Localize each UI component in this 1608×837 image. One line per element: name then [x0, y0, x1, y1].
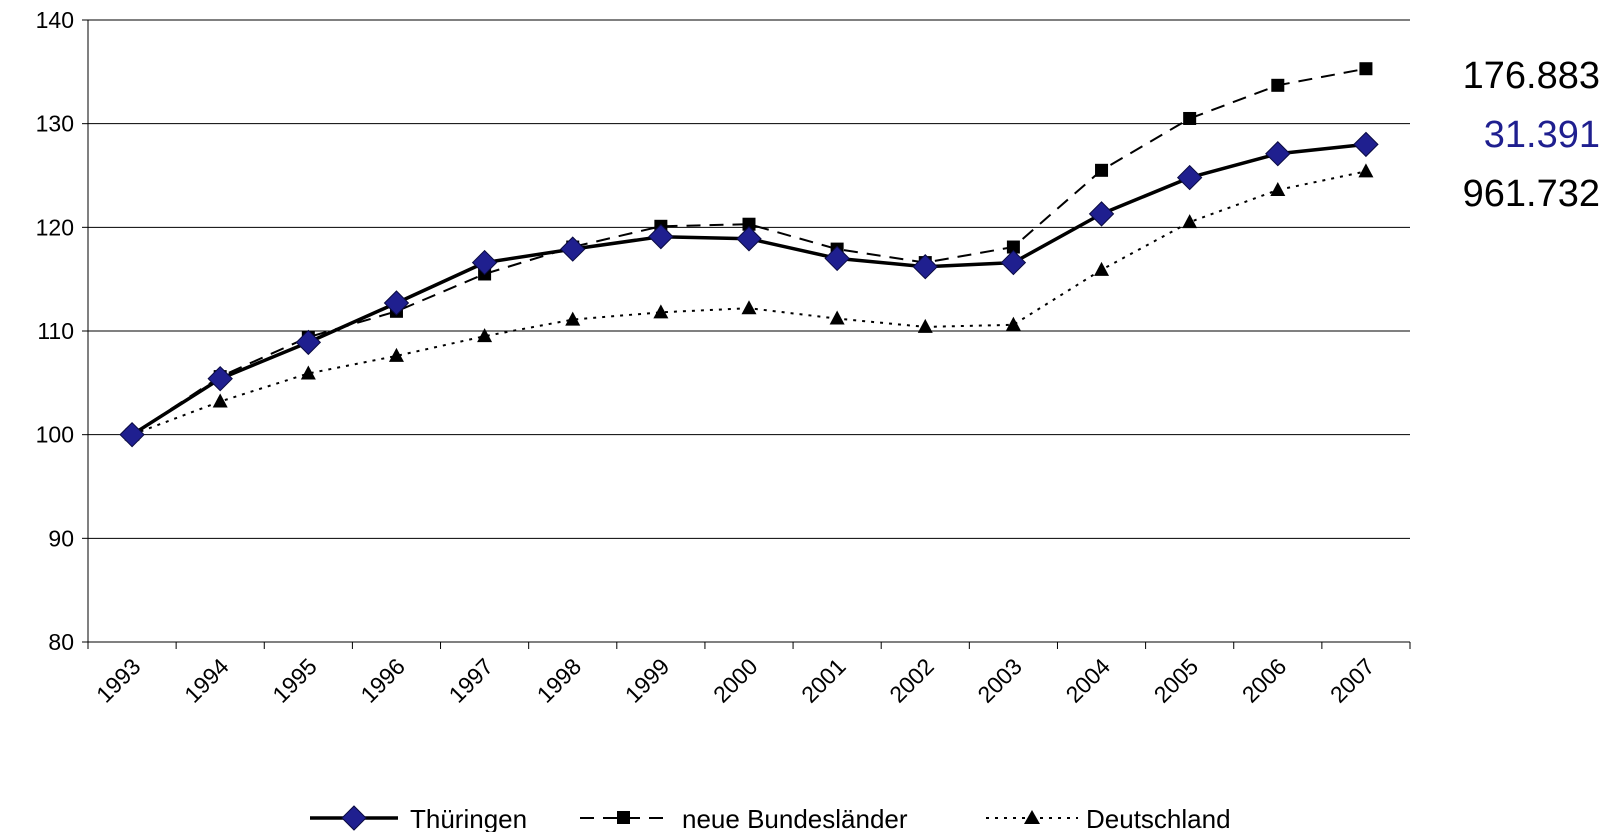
point-thuringen-1993	[119, 421, 145, 448]
point-deutschland-2005	[1182, 214, 1198, 229]
point-deutschland-1998	[565, 311, 581, 326]
point-deutschland-1995	[300, 365, 316, 380]
x-tick-label-1998: 1998	[532, 653, 587, 708]
y-tick-label-120: 120	[36, 214, 74, 240]
x-tick-label-2003: 2003	[972, 653, 1027, 708]
series-line-thuringen	[131, 142, 1367, 437]
point-neue-bundeslander-2006	[1271, 78, 1285, 92]
point-neue-bundeslander-2007	[1359, 62, 1373, 76]
point-deutschland-1997	[477, 328, 493, 343]
series-line-deutschland	[131, 170, 1367, 436]
y-tick-label-110: 110	[37, 318, 74, 344]
x-tick-label-2000: 2000	[708, 653, 763, 708]
legend-item-neue-bundeslaender: neue Bundesländer	[580, 804, 908, 834]
grid	[88, 19, 1410, 539]
point-thuringen-2000	[736, 226, 762, 252]
x-tick-label-1994: 1994	[179, 653, 234, 708]
y-tick-label-130: 130	[36, 111, 74, 137]
y-tick-label-140: 140	[36, 7, 74, 33]
x-tick-label-2001: 2001	[796, 653, 851, 708]
x-tick-label-1996: 1996	[355, 653, 410, 708]
point-deutschland-2000	[741, 300, 757, 315]
point-thuringen-1998	[560, 236, 586, 262]
end-label-thueringen: 31.391	[1484, 114, 1600, 156]
y-tick-label-90: 90	[48, 525, 74, 551]
x-tick-label-1999: 1999	[620, 653, 675, 708]
legend-label-neue-bundeslaender: neue Bundesländer	[682, 804, 908, 832]
point-thuringen-2004	[1088, 201, 1115, 227]
point-thuringen-2003	[1000, 249, 1027, 276]
legend-label-thueringen: Thüringen	[410, 804, 527, 832]
point-deutschland-1996	[388, 347, 404, 362]
point-deutschland-2001	[829, 310, 845, 325]
legend: Thüringen neue Bundesländer Deutschland	[310, 804, 1231, 834]
axes: 80 90 100 110 120 130 140 1993 1994 1995 1996 1997 1…	[36, 7, 1411, 708]
point-deutschland-1999	[653, 304, 669, 319]
point-neue-bundeslander-2005	[1183, 111, 1197, 125]
point-thuringen-1996	[383, 290, 410, 316]
point-neue-bundeslander-2003	[1006, 240, 1020, 254]
point-thuringen-2001	[824, 245, 850, 272]
end-label-deutschland: 961.732	[1463, 173, 1600, 215]
x-tick-label-2006: 2006	[1237, 653, 1292, 708]
square-marker-icon	[617, 811, 630, 824]
end-labels: 176.883 31.391 961.732	[1463, 55, 1600, 215]
point-thuringen-2006	[1265, 141, 1291, 167]
point-thuringen-1999	[648, 223, 674, 250]
point-thuringen-2007	[1353, 131, 1379, 158]
x-tick-label-1997: 1997	[444, 653, 499, 708]
x-tick-label-1993: 1993	[91, 653, 146, 708]
point-thuringen-2002	[912, 254, 938, 280]
x-tick-label-1995: 1995	[267, 653, 322, 708]
y-tick-label-80: 80	[48, 629, 74, 655]
diamond-marker-icon	[341, 805, 367, 831]
triangle-marker-icon	[1024, 810, 1040, 824]
x-tick-label-2002: 2002	[884, 653, 939, 708]
point-thuringen-2005	[1176, 164, 1203, 191]
x-tick-label-2007: 2007	[1325, 653, 1380, 708]
legend-item-deutschland: Deutschland	[986, 804, 1231, 834]
point-thuringen-1997	[471, 249, 498, 276]
y-tick-label-100: 100	[36, 422, 74, 448]
legend-label-deutschland: Deutschland	[1086, 804, 1231, 832]
end-label-neue-bundeslaender: 176.883	[1463, 55, 1600, 97]
point-deutschland-2004	[1094, 261, 1110, 276]
point-deutschland-2002	[917, 318, 933, 333]
point-deutschland-2003	[1005, 316, 1021, 331]
x-tick-label-2005: 2005	[1149, 653, 1204, 708]
point-thuringen-1995	[295, 329, 322, 356]
x-tick-label-2004: 2004	[1061, 653, 1116, 708]
legend-item-thueringen: Thüringen	[310, 804, 527, 834]
point-deutschland-2006	[1270, 182, 1286, 197]
point-neue-bundeslander-2000	[742, 217, 756, 231]
point-deutschland-1994	[212, 393, 228, 408]
point-neue-bundeslander-2004	[1095, 163, 1109, 177]
series-markers	[119, 62, 1379, 448]
point-thuringen-1994	[207, 365, 233, 392]
point-deutschland-2007	[1358, 163, 1374, 178]
